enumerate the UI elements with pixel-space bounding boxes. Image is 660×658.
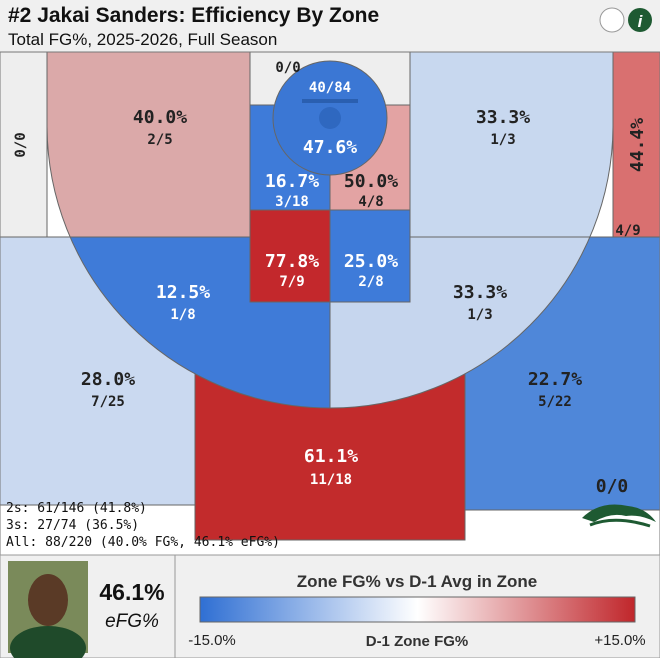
summary-line: All: 88/220 (40.0% FG%, 46.1% eFG%)	[6, 535, 280, 550]
toggle-icon[interactable]	[599, 7, 625, 33]
zone-fraction: 4/9	[615, 223, 640, 239]
zone-pct: 16.7%	[265, 171, 319, 192]
zone-fraction: 7/25	[91, 394, 125, 410]
zone-fraction: 2/5	[147, 132, 172, 148]
zone	[409, 52, 613, 238]
info-i: i	[638, 12, 644, 31]
legend-center: D-1 Zone FG%	[366, 633, 469, 650]
zone-fraction: 1/3	[467, 307, 492, 323]
zone-pct: 47.6%	[303, 137, 357, 158]
zone-pct: 61.1%	[304, 446, 358, 467]
zone-fraction: 40/84	[309, 80, 351, 96]
zone-fraction: 7/9	[279, 274, 304, 290]
zone-fraction: 0/0	[13, 132, 29, 157]
legend-max: +15.0%	[594, 632, 645, 649]
subtitle: Total FG%, 2025-2026, Full Season	[8, 30, 277, 49]
legend-min: -15.0%	[188, 632, 236, 649]
zone	[329, 209, 411, 303]
player-efg-label: eFG%	[105, 611, 159, 632]
three-point-arc	[46, 52, 614, 409]
zone-pct: 22.7%	[528, 369, 582, 390]
title: #2 Jakai Sanders: Efficiency By Zone	[8, 4, 379, 27]
zone-fraction: 1/8	[170, 307, 195, 323]
rim	[319, 107, 341, 129]
team-logo-wave	[589, 518, 651, 528]
legend-title: Zone FG% vs D-1 Avg in Zone	[297, 572, 538, 591]
zone-fraction: 0/0	[596, 476, 629, 497]
zone	[612, 51, 660, 238]
info-icon[interactable]	[628, 8, 652, 32]
zone-pct: 12.5%	[156, 282, 210, 303]
zone-fraction: 5/22	[538, 394, 572, 410]
zone	[0, 51, 48, 238]
zone-fraction: 4/8	[358, 194, 383, 210]
zone-pct: 40.0%	[133, 107, 187, 128]
team-logo	[582, 504, 656, 522]
zone	[47, 52, 251, 238]
zone-pct: 28.0%	[81, 369, 135, 390]
zone-fraction: 3/18	[275, 194, 309, 210]
zone-fraction: 11/18	[310, 472, 352, 488]
player-efg: 46.1%	[99, 579, 164, 605]
header-bg	[0, 0, 660, 52]
photo-face	[28, 574, 68, 626]
summary-line: 3s: 27/74 (36.5%)	[6, 518, 139, 533]
zone-pct: 77.8%	[265, 251, 319, 272]
zone-pct: 50.0%	[344, 171, 398, 192]
zone-fraction: 0/0	[275, 60, 300, 76]
photo-shirt	[10, 626, 86, 658]
zone-pct: 44.4%	[627, 118, 648, 172]
zone-fraction: 2/8	[358, 274, 383, 290]
zone-pct: 33.3%	[453, 282, 507, 303]
zone-fraction: 1/3	[490, 132, 515, 148]
zone	[249, 209, 331, 303]
summary-line: 2s: 61/146 (41.8%)	[6, 501, 147, 516]
legend-gradient	[199, 596, 636, 623]
zone-pct: 25.0%	[344, 251, 398, 272]
zone-pct: 33.3%	[476, 107, 530, 128]
